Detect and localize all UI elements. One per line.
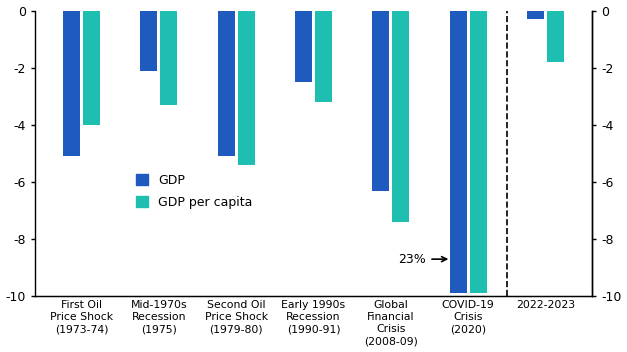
- Bar: [161, 11, 177, 105]
- Bar: [218, 11, 234, 156]
- Bar: [238, 11, 255, 165]
- Bar: [315, 11, 332, 102]
- Bar: [372, 11, 389, 190]
- Bar: [450, 11, 466, 294]
- Bar: [527, 11, 544, 19]
- Bar: [140, 11, 157, 70]
- Bar: [547, 11, 564, 62]
- Legend: GDP, GDP per capita: GDP, GDP per capita: [136, 174, 253, 209]
- Text: 23%: 23%: [399, 253, 446, 266]
- Bar: [470, 11, 487, 294]
- Bar: [83, 11, 100, 125]
- Bar: [393, 11, 409, 222]
- Bar: [295, 11, 312, 82]
- Bar: [63, 11, 80, 156]
